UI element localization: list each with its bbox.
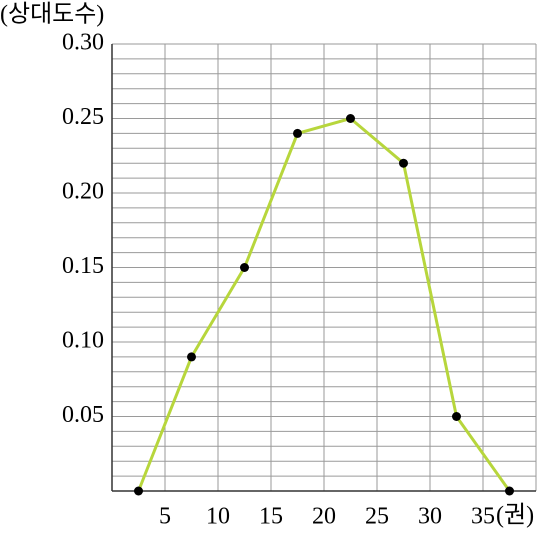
x-axis-label: (권) <box>496 502 534 529</box>
x-tick-label: 10 <box>206 504 230 530</box>
data-point <box>399 158 408 168</box>
y-tick-label: 0.30 <box>62 30 104 56</box>
data-point <box>134 486 143 496</box>
x-tick-label: 25 <box>365 504 389 530</box>
y-tick-label: 0.10 <box>62 328 104 354</box>
y-axis-label: (상대도수) <box>0 1 104 28</box>
y-tick-label: 0.25 <box>62 104 104 130</box>
data-point <box>452 412 461 421</box>
data-point <box>187 352 196 362</box>
x-tick-label: 15 <box>259 504 283 530</box>
data-point <box>293 128 302 138</box>
data-point <box>240 263 249 272</box>
x-tick-label: 5 <box>159 504 171 530</box>
x-tick-label: 35 <box>471 504 495 530</box>
y-tick-label: 0.20 <box>62 179 104 205</box>
y-tick-label: 0.15 <box>62 253 104 279</box>
data-point <box>505 486 514 496</box>
x-tick-label: 30 <box>418 504 442 530</box>
y-tick-label: 0.05 <box>62 402 104 428</box>
data-point <box>346 114 355 123</box>
x-tick-label: 20 <box>312 504 336 530</box>
data-line <box>137 116 511 492</box>
